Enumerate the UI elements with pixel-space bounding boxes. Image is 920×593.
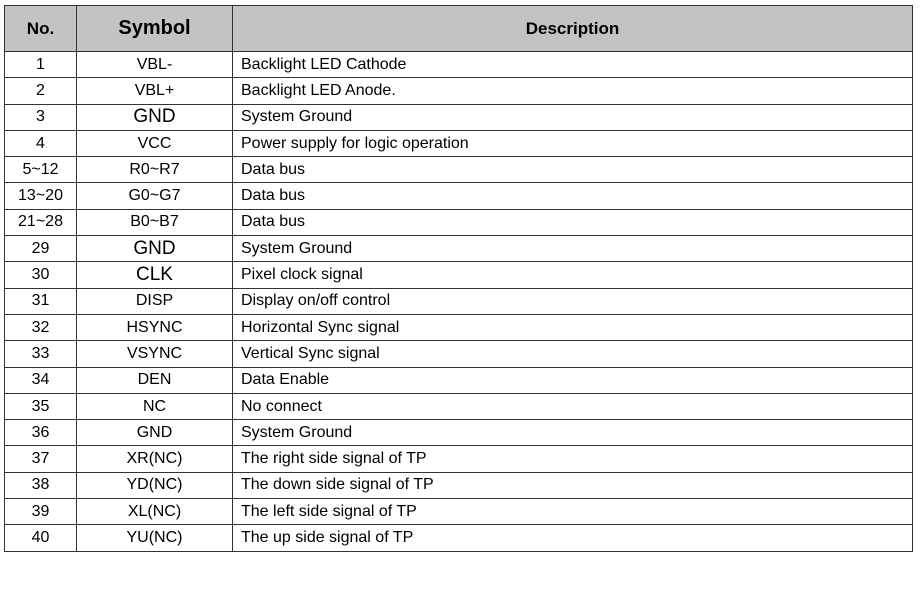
symbol-cell: YU(NC) (76, 524, 233, 552)
symbol-cell: GND (76, 419, 233, 447)
description-cell: The left side signal of TP (232, 498, 913, 526)
symbol-cell: DEN (76, 366, 233, 394)
symbol-cell: NC (76, 392, 233, 421)
symbol-cell: B0~B7 (76, 208, 233, 237)
table-row: 3 GND System Ground (4, 103, 913, 131)
table-row: 37 XR(NC) The right side signal of TP (4, 445, 913, 473)
symbol-cell: G0~G7 (76, 182, 233, 210)
header-description: Description (232, 5, 913, 52)
symbol-cell: XR(NC) (76, 445, 233, 473)
pin-table: No. Symbol Description 1 VBL- Backlight LE… (4, 5, 913, 552)
table-row: 36 GND System Ground (4, 419, 913, 447)
table-row: 5~12 R0~R7 Data bus (4, 156, 913, 184)
description-cell: Backlight LED Cathode (232, 50, 913, 79)
description-cell: No connect (232, 392, 913, 421)
symbol-cell: VBL+ (76, 77, 233, 105)
table-row: 30 CLK Pixel clock signal (4, 261, 913, 289)
header-symbol: Symbol (76, 5, 233, 52)
pin-number-cell: 31 (4, 287, 77, 315)
description-cell: Data bus (232, 208, 913, 237)
pin-number-cell: 32 (4, 313, 77, 342)
pin-number-cell: 40 (4, 524, 77, 552)
description-cell: Power supply for logic operation (232, 129, 913, 158)
pin-number-cell: 5~12 (4, 156, 77, 184)
table-row: 39 XL(NC) The left side signal of TP (4, 498, 913, 526)
symbol-cell: HSYNC (76, 313, 233, 342)
table-row: 31 DISP Display on/off control (4, 287, 913, 315)
description-cell: Backlight LED Anode. (232, 77, 913, 105)
pin-number-cell: 37 (4, 445, 77, 473)
pin-number-cell: 33 (4, 340, 77, 368)
pin-number-cell: 2 (4, 77, 77, 105)
symbol-cell: VSYNC (76, 340, 233, 368)
table-row: 32 HSYNC Horizontal Sync signal (4, 313, 913, 342)
table-row: 2 VBL+ Backlight LED Anode. (4, 77, 913, 105)
table-row: 33 VSYNC Vertical Sync signal (4, 340, 913, 368)
table-row: 13~20 G0~G7 Data bus (4, 182, 913, 210)
description-cell: System Ground (232, 103, 913, 131)
description-cell: Data bus (232, 156, 913, 184)
table-row: 40 YU(NC) The up side signal of TP (4, 524, 913, 552)
table-row: 4 VCC Power supply for logic operation (4, 129, 913, 158)
pin-number-cell: 21~28 (4, 208, 77, 237)
pin-number-cell: 39 (4, 498, 77, 526)
table-row: 1 VBL- Backlight LED Cathode (4, 50, 913, 79)
header-no: No. (4, 5, 77, 52)
header-row: No. Symbol Description (4, 5, 913, 52)
description-cell: Horizontal Sync signal (232, 313, 913, 342)
description-cell: Pixel clock signal (232, 261, 913, 289)
symbol-cell: DISP (76, 287, 233, 315)
symbol-cell: GND (76, 103, 233, 131)
symbol-cell: VCC (76, 129, 233, 158)
description-cell: System Ground (232, 235, 913, 263)
description-cell: Vertical Sync signal (232, 340, 913, 368)
pin-number-cell: 35 (4, 392, 77, 421)
symbol-cell: R0~R7 (76, 156, 233, 184)
description-cell: System Ground (232, 419, 913, 447)
symbol-cell: YD(NC) (76, 471, 233, 500)
symbol-cell: CLK (76, 261, 233, 289)
pin-number-cell: 34 (4, 366, 77, 394)
description-cell: Display on/off control (232, 287, 913, 315)
pin-number-cell: 29 (4, 235, 77, 263)
description-cell: The down side signal of TP (232, 471, 913, 500)
description-cell: Data Enable (232, 366, 913, 394)
pin-number-cell: 3 (4, 103, 77, 131)
pin-number-cell: 4 (4, 129, 77, 158)
table-row: 29 GND System Ground (4, 235, 913, 263)
pin-number-cell: 30 (4, 261, 77, 289)
description-cell: Data bus (232, 182, 913, 210)
symbol-cell: XL(NC) (76, 498, 233, 526)
pin-number-cell: 36 (4, 419, 77, 447)
pin-number-cell: 38 (4, 471, 77, 500)
description-cell: The up side signal of TP (232, 524, 913, 552)
pin-number-cell: 13~20 (4, 182, 77, 210)
pin-number-cell: 1 (4, 50, 77, 79)
symbol-cell: VBL- (76, 50, 233, 79)
description-cell: The right side signal of TP (232, 445, 913, 473)
table-row: 21~28 B0~B7 Data bus (4, 208, 913, 237)
table-row: 34 DEN Data Enable (4, 366, 913, 394)
symbol-cell: GND (76, 235, 233, 263)
table-row: 35 NC No connect (4, 392, 913, 421)
table-row: 38 YD(NC) The down side signal of TP (4, 471, 913, 500)
